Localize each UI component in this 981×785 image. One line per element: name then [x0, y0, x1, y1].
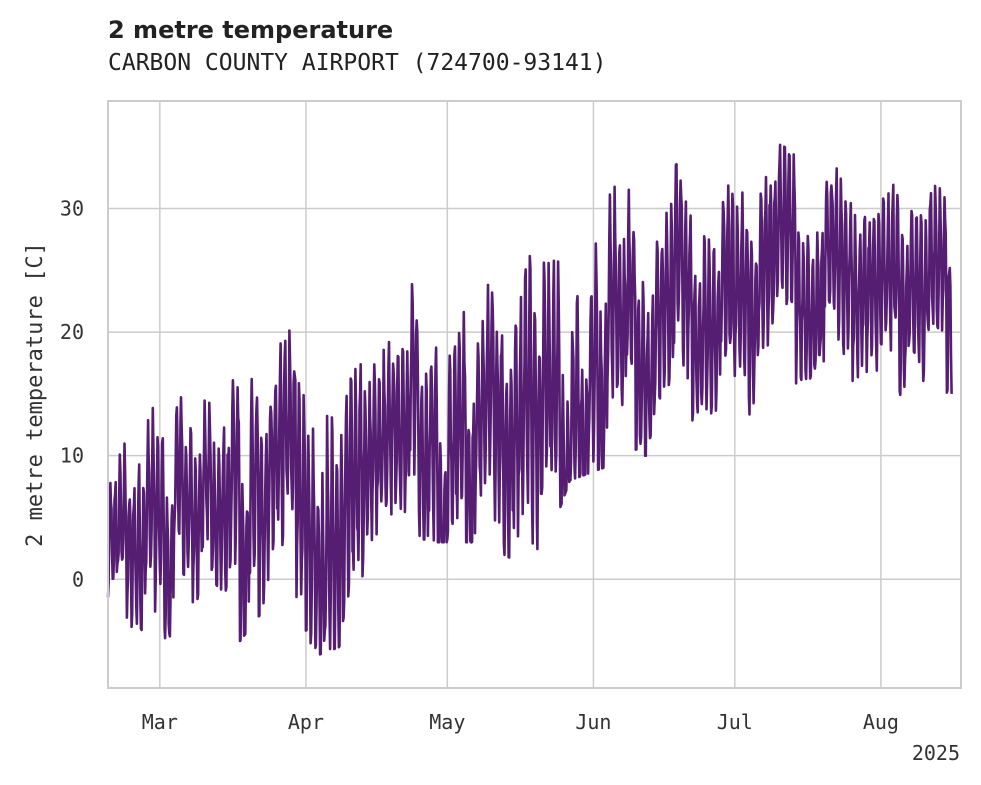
y-tick-label: 30	[60, 197, 84, 221]
x-tick-label: Apr	[288, 710, 324, 734]
series-layer	[106, 143, 953, 656]
x-tick-labels: Mar Apr May Jun Jul Aug	[142, 710, 899, 734]
x-tick-label: Aug	[863, 710, 899, 734]
chart-subtitle: CARBON COUNTY AIRPORT (724700-93141)	[108, 50, 607, 76]
x-tick-label: Jun	[575, 710, 611, 734]
y-tick-label: 10	[60, 444, 84, 468]
y-tick-labels: 0 10 20 30	[60, 197, 84, 592]
chart-title: 2 metre temperature	[108, 16, 394, 44]
y-tick-label: 20	[60, 320, 84, 344]
x-tick-label: Jul	[717, 710, 753, 734]
series-line	[106, 143, 953, 656]
x-offset-label: 2025	[912, 741, 960, 765]
y-tick-label: 0	[72, 567, 84, 591]
plot-frame	[107, 100, 962, 689]
x-tick-label: Mar	[142, 710, 178, 734]
y-axis-label: 2 metre temperature [C]	[23, 242, 48, 547]
x-tick-label: May	[429, 710, 465, 734]
